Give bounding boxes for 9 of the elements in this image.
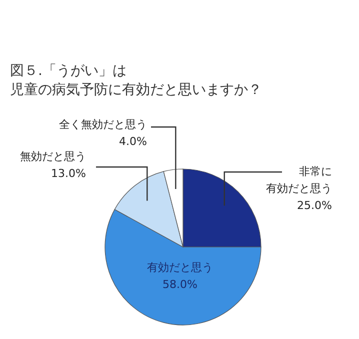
slice-label: 有効だと思う <box>147 261 213 274</box>
slice-label: 全く無効だと思う <box>59 118 147 132</box>
chart-title: 図５.「うがい」は児童の病気予防に有効だと思いますか？ <box>10 62 262 100</box>
data-label: 58.0% <box>162 278 198 292</box>
data-label: 13.0% <box>51 167 86 180</box>
data-label: 4.0% <box>119 135 147 148</box>
data-label: 25.0% <box>297 199 332 212</box>
slice-label: 非常に有効だと思う <box>266 165 332 196</box>
slice-label: 無効だと思う <box>20 150 86 164</box>
